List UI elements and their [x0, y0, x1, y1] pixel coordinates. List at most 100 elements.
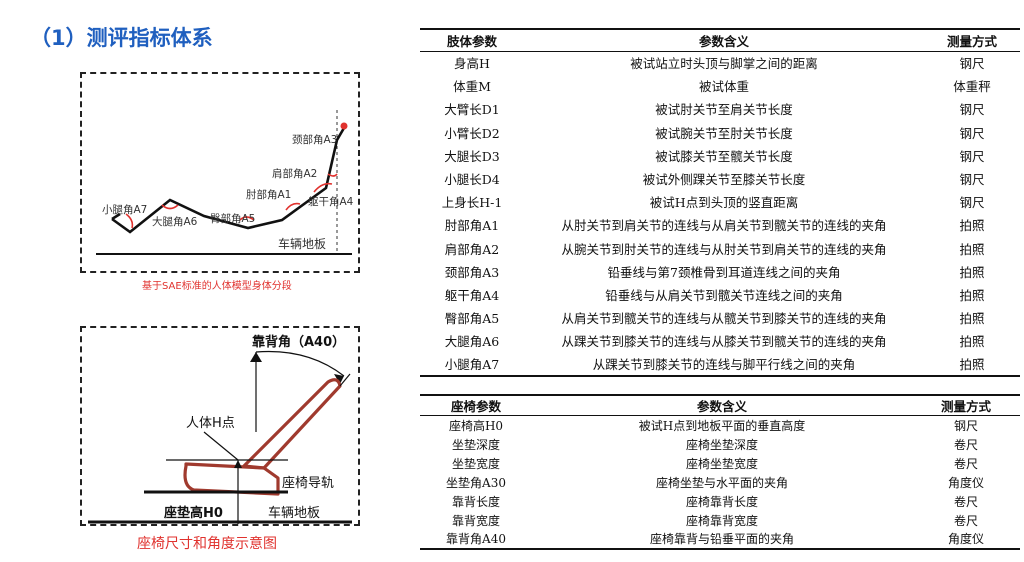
seat-diagram-frame: 靠背角（A40） 人体H点 座椅导轨 座垫高H0 车辆地板 [80, 326, 360, 526]
table-row: 大腿角A6 从踝关节到膝关节的连线与从膝关节到髋关节的连线的夹角 拍照 [420, 329, 1020, 352]
trunk-angle-label: 躯干角A4 [308, 196, 354, 208]
shoulder-angle-label: 肩部角A2 [272, 168, 318, 180]
table-cell: 被试腕关节至肘关节长度 [655, 125, 793, 141]
table-row: 肩部角A2 从腕关节到肘关节的连线与从肘关节到肩关节的连线的夹角 拍照 [420, 237, 1020, 260]
table-cell: 大腿长D3 [444, 148, 500, 164]
column-header: 参数含义 [532, 394, 912, 416]
table-cell: 拍照 [959, 264, 985, 280]
table-header-row: 座椅参数 参数含义 测量方式 [420, 394, 1020, 416]
page-title: （1）测评指标体系 [30, 26, 213, 50]
h-point-label: 人体H点 [186, 416, 235, 431]
seat-parameter-table: 座椅参数 参数含义 测量方式 座椅高H0 被试H点到地板平面的垂直高度 钢尺坐垫深度… [420, 394, 1020, 550]
table-cell: 钢尺 [953, 418, 978, 433]
table-row: 小腿角A7 从踝关节到膝关节的连线与脚平行线之间的夹角 拍照 [420, 352, 1020, 377]
table-cell: 座椅坐垫宽度 [685, 456, 758, 471]
table-cell: 被试肘关节至肩关节长度 [655, 102, 793, 118]
table-cell: 拍照 [959, 287, 985, 303]
table-cell: 臀部角A5 [444, 311, 500, 327]
backrest-angle-label: 靠背角（A40） [252, 335, 346, 350]
table-cell: 拍照 [924, 352, 1020, 377]
table-cell: 从踝关节到膝关节的连线与从膝关节到髋关节的连线的夹角 [561, 334, 887, 350]
column-header: 参数含义 [524, 28, 924, 52]
table-cell: 拍照 [959, 218, 985, 234]
table-row: 臀部角A5 从肩关节到髋关节的连线与从髋关节到膝关节的连线的夹角 拍照 [420, 306, 1020, 329]
hip-angle-label: 臀部角A5 [210, 213, 256, 225]
elbow-angle-label: 肘部角A1 [246, 189, 292, 201]
table-row: 靠背角A40 座椅靠背与铅垂平面的夹角 角度仪 [420, 529, 1020, 550]
table-cell: 被试站立时头顶与脚掌之间的距离 [630, 56, 818, 72]
table-cell: 上身长H-1 [441, 195, 503, 211]
body-model-frame: 颈部角A3 肩部角A2 肘部角A1 躯干角A4 小腿角A7 大腿角A6 臀部角A… [80, 72, 360, 273]
table-cell: 靠背宽度 [451, 513, 500, 528]
table-cell: 从肘关节到肩关节的连线与从肩关节到髋关节的连线的夹角 [561, 218, 887, 234]
table-cell: 铅垂线与第7颈椎骨到耳道连线之间的夹角 [607, 264, 841, 280]
table-row: 坐垫深度 座椅坐垫深度 卷尺 [420, 435, 1020, 454]
table-row: 坐垫宽度 座椅坐垫宽度 卷尺 [420, 454, 1020, 473]
table-cell: 小腿长D4 [444, 172, 500, 188]
table-cell: 卷尺 [953, 494, 978, 509]
table-cell: 钢尺 [959, 172, 985, 188]
table-row: 体重M 被试体重 体重秤 [420, 74, 1020, 97]
table-cell: 铅垂线与从肩关节到髋关节连线之间的夹角 [605, 287, 843, 303]
table-cell: 卷尺 [953, 456, 978, 471]
body-model-diagram [96, 110, 352, 255]
table-cell: 颈部角A3 [444, 264, 500, 280]
thigh-angle-label: 大腿角A6 [152, 216, 198, 228]
table-row: 大腿长D3 被试膝关节至髋关节长度 钢尺 [420, 144, 1020, 167]
table-row: 肘部角A1 从肘关节到肩关节的连线与从肩关节到髋关节的连线的夹角 拍照 [420, 213, 1020, 236]
table-cell: 靠背角A40 [420, 529, 532, 550]
table-cell: 被试体重 [698, 79, 749, 95]
table-cell: 坐垫深度 [451, 437, 500, 452]
table-cell: 被试膝关节至髋关节长度 [655, 148, 793, 164]
seat-diagram-caption: 座椅尺寸和角度示意图 [137, 536, 277, 552]
table-cell: 钢尺 [959, 102, 985, 118]
table-cell: 被试H点到地板平面的垂直高度 [638, 418, 806, 433]
table-cell: 座椅靠背与铅垂平面的夹角 [532, 529, 912, 550]
table-header-row: 肢体参数 参数含义 测量方式 [420, 28, 1020, 52]
floor-label: 车辆地板 [278, 237, 327, 251]
column-header: 肢体参数 [420, 28, 524, 52]
table-cell: 角度仪 [947, 475, 984, 490]
table-row: 座椅高H0 被试H点到地板平面的垂直高度 钢尺 [420, 416, 1020, 435]
table-cell: 座椅靠背宽度 [685, 513, 758, 528]
table-cell: 座椅坐垫与水平面的夹角 [655, 475, 788, 490]
body-model-caption: 基于SAE标准的人体模型身体分段 [142, 281, 292, 292]
table-cell: 座椅高H0 [448, 418, 504, 433]
table-cell: 大腿角A6 [444, 334, 500, 350]
table-row: 颈部角A3 铅垂线与第7颈椎骨到耳道连线之间的夹角 拍照 [420, 260, 1020, 283]
body-parameter-table: 肢体参数 参数含义 测量方式 身高H 被试站立时头顶与脚掌之间的距离 钢尺 体重M 被试… [420, 28, 1020, 377]
table-row: 靠背宽度 座椅靠背宽度 卷尺 [420, 511, 1020, 530]
table-cell: 拍照 [959, 311, 985, 327]
table-cell: 卷尺 [953, 437, 978, 452]
table-row: 躯干角A4 铅垂线与从肩关节到髋关节连线之间的夹角 拍照 [420, 283, 1020, 306]
table-cell: 肩部角A2 [444, 241, 500, 257]
floor-label: 车辆地板 [268, 506, 321, 521]
table-cell: 拍照 [959, 241, 985, 257]
table-cell: 躯干角A4 [444, 287, 500, 303]
table-cell: 坐垫角A30 [446, 475, 506, 490]
column-header: 测量方式 [924, 28, 1020, 52]
table-cell: 座椅坐垫深度 [685, 437, 758, 452]
table-cell: 体重M [453, 79, 491, 95]
neck-angle-label: 颈部角A3 [292, 134, 338, 146]
table-cell: 拍照 [959, 334, 985, 350]
table-cell: 坐垫宽度 [451, 456, 500, 471]
table-cell: 从腕关节到肘关节的连线与从肘关节到肩关节的连线的夹角 [561, 241, 887, 257]
table-cell: 钢尺 [959, 56, 985, 72]
table-cell: 钢尺 [959, 125, 985, 141]
table-cell: 肘部角A1 [444, 218, 500, 234]
table-cell: 靠背长度 [451, 494, 500, 509]
table-cell: 被试外侧踝关节至膝关节长度 [642, 172, 806, 188]
table-row: 小臂长D2 被试腕关节至肘关节长度 钢尺 [420, 121, 1020, 144]
table-cell: 小腿角A7 [420, 352, 524, 377]
column-header: 座椅参数 [420, 394, 532, 416]
table-row: 上身长H-1 被试H点到头顶的竖直距离 钢尺 [420, 190, 1020, 213]
table-cell: 小臂长D2 [444, 125, 500, 141]
column-header: 测量方式 [912, 394, 1020, 416]
table-cell: 体重秤 [953, 79, 991, 95]
seat-diagram [88, 350, 352, 524]
calf-angle-label: 小腿角A7 [102, 204, 148, 216]
table-cell: 从踝关节到膝关节的连线与脚平行线之间的夹角 [524, 352, 924, 377]
table-cell: 大臂长D1 [444, 102, 500, 118]
seat-height-label: 座垫高H0 [164, 506, 223, 521]
